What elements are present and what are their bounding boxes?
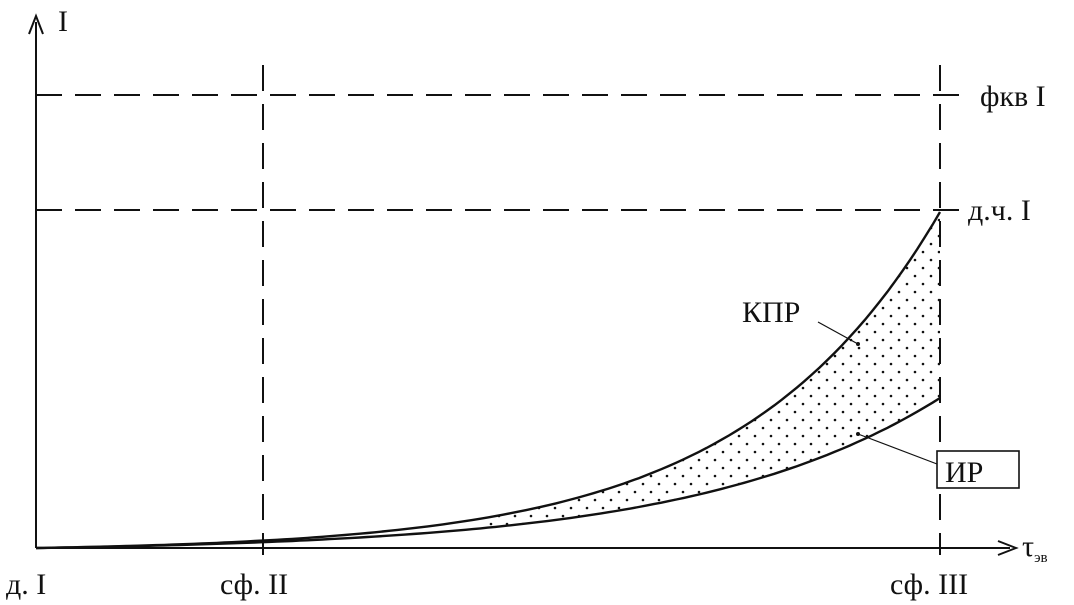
lower-curve	[35, 396, 941, 550]
x-axis-label-subscript: эв	[1034, 550, 1048, 566]
x-axis-label-main: τ	[1022, 530, 1034, 563]
upper-curve	[35, 211, 942, 550]
x-tick-label-origin: д. I	[6, 568, 46, 601]
lower-curve-leader	[857, 433, 938, 465]
dotted-region	[480, 212, 940, 529]
lower-level-label: д.ч. I	[968, 194, 1031, 227]
x-axis-arrow-icon	[997, 540, 1019, 556]
upper-level-label: фкв I	[980, 80, 1046, 113]
upper-curve-leader-dot	[856, 342, 860, 346]
lower-curve-label-box	[936, 450, 1020, 489]
upper-curve-leader	[817, 321, 859, 345]
lower-curve-label: ИР	[945, 456, 983, 489]
x-tick-label-mid: сф. II	[220, 568, 288, 601]
lower-curve-leader-dot	[856, 432, 860, 436]
y-axis-label: I	[58, 5, 68, 38]
y-axis-arrow-icon	[28, 13, 44, 35]
x-axis-label: τэв	[1022, 530, 1048, 566]
x-tick-label-end: сф. III	[890, 568, 968, 601]
upper-curve-label: КПР	[742, 296, 800, 329]
